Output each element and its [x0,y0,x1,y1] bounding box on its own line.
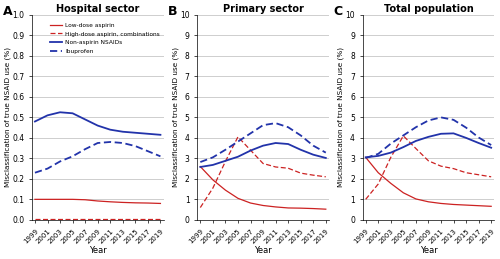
Legend: Low-dose aspirin, High-dose aspirin, combinations, Non-aspirin NSAIDs, Ibuprofen: Low-dose aspirin, High-dose aspirin, com… [47,20,162,56]
Y-axis label: Misclassification of true NSAID use (%): Misclassification of true NSAID use (%) [4,47,10,188]
X-axis label: Year: Year [254,246,272,255]
Y-axis label: Misclassification of true NSAID use (%): Misclassification of true NSAID use (%) [338,47,344,188]
Title: Primary sector: Primary sector [222,4,304,14]
Title: Hospital sector: Hospital sector [56,4,140,14]
Text: B: B [168,5,177,18]
Text: A: A [3,5,13,18]
Text: C: C [334,5,342,18]
Title: Total population: Total population [384,4,474,14]
Y-axis label: Misclassification of true NSAID use (%): Misclassification of true NSAID use (%) [172,47,178,188]
X-axis label: Year: Year [89,246,106,255]
X-axis label: Year: Year [420,246,438,255]
